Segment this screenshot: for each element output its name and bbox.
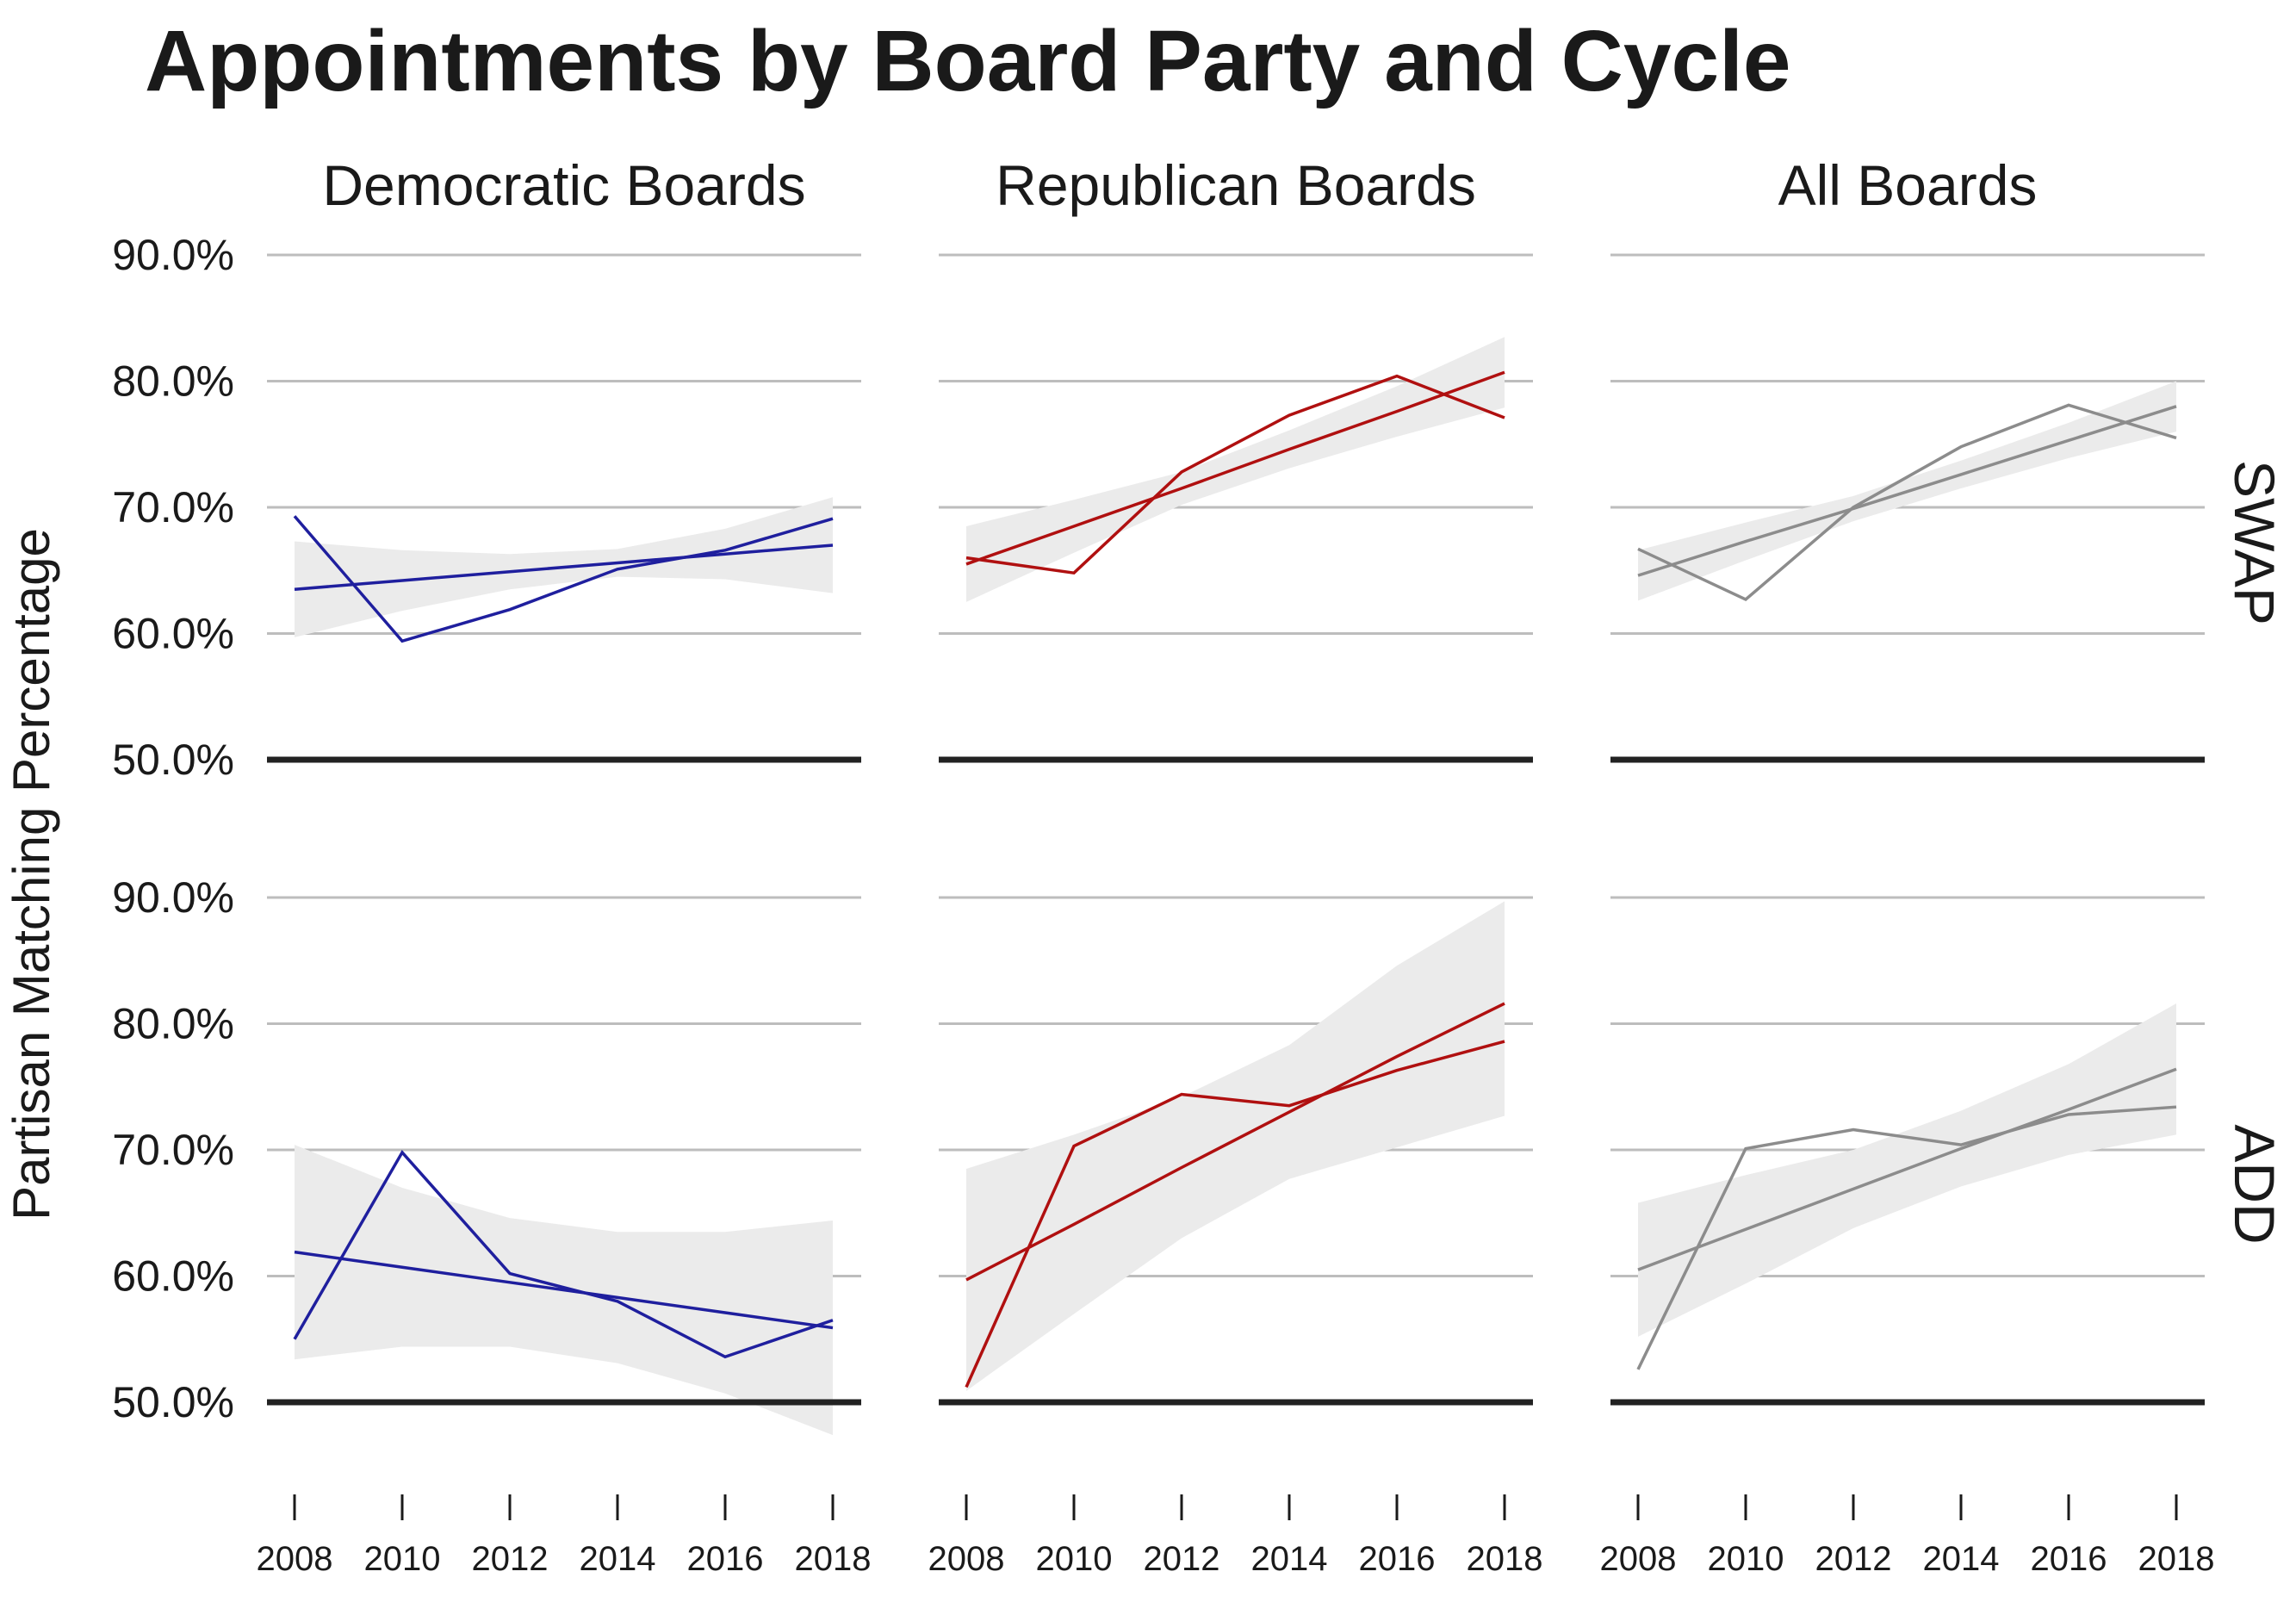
- x-tick-label: 2016: [687, 1540, 764, 1578]
- x-tick-label: 2014: [1251, 1540, 1328, 1578]
- row-label-add: ADD: [2223, 1124, 2287, 1244]
- trend-line: [294, 1250, 834, 1330]
- observed-line: [293, 1149, 834, 1359]
- strip-label-republican-boards: Republican Boards: [996, 153, 1476, 217]
- y-axis-label: Partisan Matching Percentage: [3, 528, 60, 1221]
- panel-add-democratic-boards: [267, 896, 861, 1436]
- trend-line: [1637, 405, 2177, 577]
- y-tick-label: 70.0%: [112, 483, 234, 531]
- panel-swap-democratic-boards: [267, 253, 861, 763]
- x-tick-label: 2008: [1600, 1540, 1677, 1578]
- trend-line: [965, 1002, 1505, 1282]
- observed-line: [1636, 1105, 2177, 1370]
- trend-line: [1637, 1067, 2177, 1271]
- x-tick-label: 2016: [1359, 1540, 1436, 1578]
- x-tick-label: 2018: [2138, 1540, 2215, 1578]
- x-tick-label: 2014: [580, 1540, 656, 1578]
- confidence-band: [966, 901, 1505, 1391]
- panel-republican boards-republican-boards: [939, 253, 1533, 763]
- observed-line: [965, 374, 1505, 575]
- x-tick-label: 2012: [1144, 1540, 1220, 1578]
- x-tick-label: 2012: [1815, 1540, 1892, 1578]
- x-tick-label: 2010: [364, 1540, 441, 1578]
- x-tick-label: 2008: [928, 1540, 1005, 1578]
- panel-swap-all-boards: [1610, 253, 2205, 763]
- x-tick-label: 2018: [1467, 1540, 1543, 1578]
- chart-title: Appointments by Board Party and Cycle: [145, 13, 1790, 109]
- observed-line: [1637, 403, 2177, 602]
- y-tick-label: 90.0%: [112, 231, 234, 279]
- trend-line: [294, 544, 834, 591]
- strip-label-democratic-boards: Democratic Boards: [322, 153, 805, 217]
- trend-line: [965, 370, 1505, 566]
- x-tick-label: 2010: [1036, 1540, 1113, 1578]
- observed-line: [965, 1040, 1505, 1388]
- x-tick-label: 2008: [257, 1540, 333, 1578]
- y-tick-label: 50.0%: [112, 736, 234, 784]
- y-tick-label: 70.0%: [112, 1126, 234, 1174]
- y-tick-label: 60.0%: [112, 610, 234, 658]
- x-tick-label: 2016: [2031, 1540, 2107, 1578]
- plot-area: Democratic Boards Republican Boards All Bo…: [112, 153, 2287, 1578]
- x-tick-label: 2010: [1708, 1540, 1784, 1578]
- y-tick-label: 90.0%: [112, 873, 234, 922]
- observed-line: [293, 515, 834, 643]
- panel-add-all-boards: [1610, 896, 2205, 1406]
- y-tick-label: 50.0%: [112, 1378, 234, 1426]
- x-tick-label: 2014: [1923, 1540, 2000, 1578]
- x-tick-label: 2012: [472, 1540, 549, 1578]
- y-tick-label: 60.0%: [112, 1252, 234, 1301]
- panel-add-republican-boards: [939, 896, 1533, 1406]
- y-tick-label: 80.0%: [112, 1000, 234, 1048]
- x-tick-label: 2018: [795, 1540, 872, 1578]
- row-label-swap: SWAP: [2223, 460, 2287, 625]
- strip-label-all-boards: All Boards: [1778, 153, 2038, 217]
- y-tick-label: 80.0%: [112, 357, 234, 406]
